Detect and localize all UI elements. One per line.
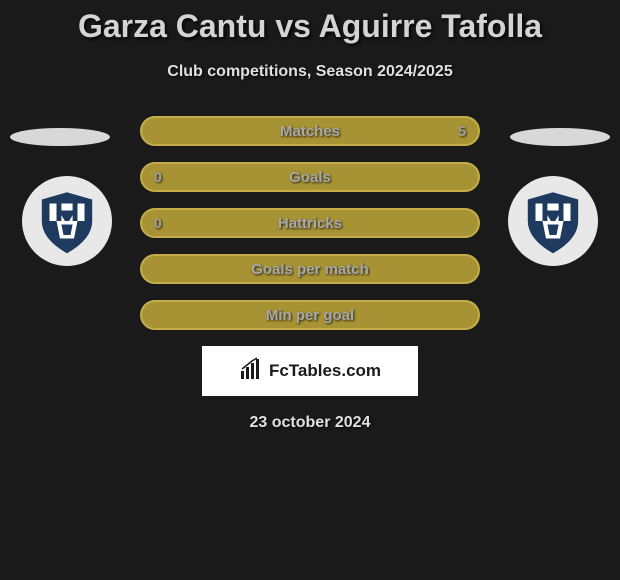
stat-row-goals: 0 Goals [140, 162, 480, 192]
page-title: Garza Cantu vs Aguirre Tafolla [0, 0, 620, 45]
stats-list: Matches 5 0 Goals 0 Hattricks Goals per … [0, 116, 620, 330]
stat-label: Goals per match [142, 261, 478, 278]
stat-right-value: 5 [458, 123, 466, 139]
brand-content: FcTables.com [239, 357, 381, 386]
stat-row-goals-per-match: Goals per match [140, 254, 480, 284]
stat-left-value: 0 [154, 169, 162, 185]
stat-row-hattricks: 0 Hattricks [140, 208, 480, 238]
stat-label: Min per goal [142, 307, 478, 324]
chart-icon [239, 357, 263, 386]
stat-row-matches: Matches 5 [140, 116, 480, 146]
brand-box: FcTables.com [202, 346, 418, 396]
stat-left-value: 0 [154, 215, 162, 231]
stat-label: Goals [142, 169, 478, 186]
brand-text: FcTables.com [269, 361, 381, 381]
stat-label: Hattricks [142, 215, 478, 232]
stat-label: Matches [142, 123, 478, 140]
date-text: 23 october 2024 [0, 414, 620, 432]
page-subtitle: Club competitions, Season 2024/2025 [0, 63, 620, 81]
stat-row-min-per-goal: Min per goal [140, 300, 480, 330]
